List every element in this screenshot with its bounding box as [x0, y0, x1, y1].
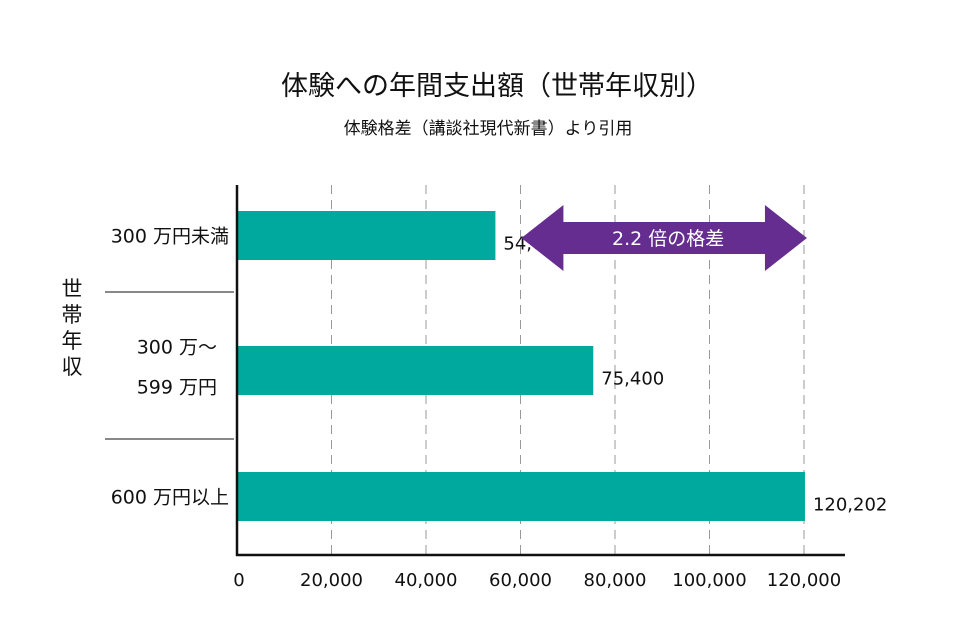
- data-label: 75,400: [601, 369, 664, 390]
- bar: [237, 346, 594, 395]
- category-label: 300 万円未満: [111, 226, 229, 248]
- y-axis-label: 収: [62, 355, 83, 379]
- double-arrow: [521, 205, 807, 271]
- data-label: 120,202: [813, 495, 887, 516]
- bar: [237, 472, 805, 521]
- x-tick-label: 60,000: [489, 570, 552, 591]
- category-label: 600 万円以上: [111, 487, 229, 509]
- y-axis-label: 帯: [62, 303, 83, 327]
- x-tick-label: 100,000: [672, 570, 746, 591]
- chart-subtitle: 体験格差（講談社現代新書）より引用: [344, 119, 633, 139]
- category-label: 599 万円: [137, 377, 217, 399]
- annotation-text: 2.2 倍の格差: [612, 228, 724, 250]
- bar: [237, 211, 496, 260]
- chart-title: 体験への年間支出額（世帯年収別）: [281, 71, 713, 102]
- x-tick-label: 40,000: [395, 570, 458, 591]
- x-tick-label: 20,000: [300, 570, 363, 591]
- y-axis-label: 年: [62, 329, 83, 353]
- x-tick-label: 80,000: [584, 570, 647, 591]
- y-axis-label: 世: [62, 277, 83, 301]
- x-tick-label: 0: [233, 570, 244, 591]
- category-label: 300 万～: [137, 337, 217, 359]
- x-tick-label: 120,000: [767, 570, 841, 591]
